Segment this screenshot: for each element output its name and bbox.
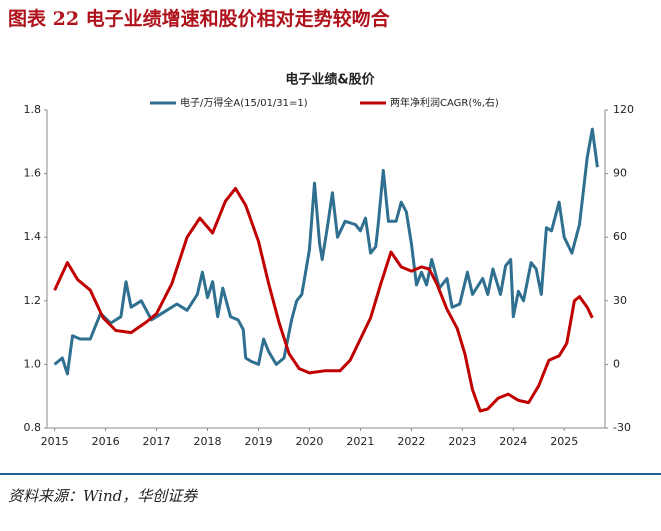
y-tick-label: 1.6 (24, 167, 42, 180)
x-tick-label: 2019 (244, 435, 272, 448)
x-tick-label: 2017 (143, 435, 171, 448)
x-tick-label: 2015 (41, 435, 69, 448)
y-tick-label: 1.4 (24, 230, 42, 243)
x-tick-label: 2025 (550, 435, 578, 448)
legend-label: 两年净利润CAGR(%,右) (390, 96, 499, 109)
x-tick-label: 2023 (448, 435, 476, 448)
y2-tick-label: 30 (613, 294, 627, 307)
x-tick-label: 2016 (92, 435, 120, 448)
source: 资料来源：Wind，华创证券 (8, 487, 198, 505)
y2-tick-label: -30 (613, 421, 631, 434)
x-tick-label: 2021 (346, 435, 374, 448)
y2-tick-label: 60 (613, 230, 627, 243)
y2-tick-label: 120 (613, 103, 634, 116)
y-tick-label: 1.0 (24, 357, 42, 370)
y2-tick-label: 0 (613, 357, 620, 370)
x-tick-label: 2020 (295, 435, 323, 448)
y-tick-label: 1.8 (24, 103, 42, 116)
y-tick-label: 0.8 (24, 421, 42, 434)
x-tick-label: 2022 (397, 435, 425, 448)
y-tick-label: 1.2 (24, 294, 42, 307)
legend-label: 电子/万得全A(15/01/31=1) (180, 96, 308, 109)
series-line (53, 186, 594, 413)
x-tick-label: 2018 (194, 435, 222, 448)
y2-tick-label: 90 (613, 167, 627, 180)
x-tick-label: 2024 (499, 435, 527, 448)
chart-title: 电子业绩&股价 (285, 72, 375, 88)
series-line (53, 127, 599, 376)
figure-title: 图表 22 电子业绩增速和股价相对走势较吻合 (8, 7, 391, 30)
